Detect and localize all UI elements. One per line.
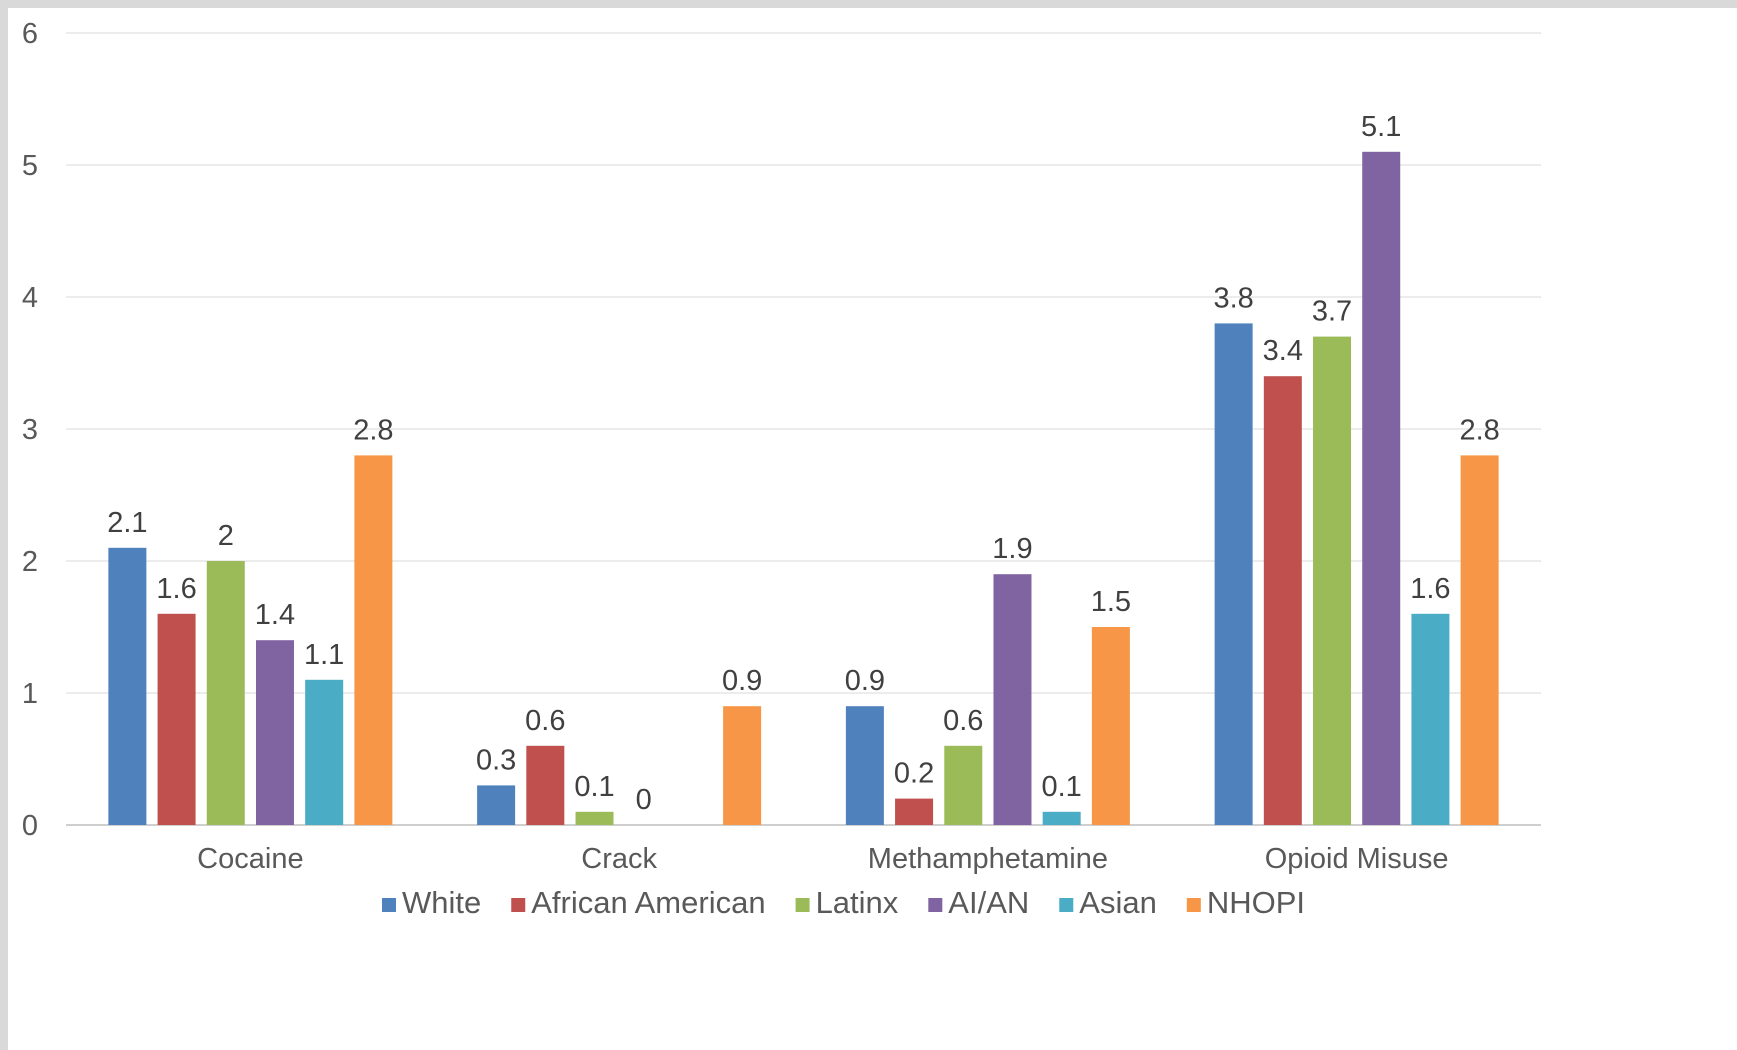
y-tick-label: 3 bbox=[22, 414, 38, 446]
legend-swatch bbox=[928, 898, 943, 912]
data-label: 0 bbox=[636, 784, 652, 816]
data-label: 0.1 bbox=[574, 771, 614, 803]
legend-item: Asian bbox=[1059, 885, 1157, 920]
data-label: 1.5 bbox=[1091, 586, 1131, 618]
data-label: 2.8 bbox=[353, 414, 393, 446]
data-labels: 2.1 1.6 2 1.4 1.1 2.8 0.3 0.6 0.1 0 0.9 0.9 0.2 0.6 1.… bbox=[107, 111, 1500, 816]
legend-item: AI/AN bbox=[928, 885, 1029, 920]
data-label: 2.8 bbox=[1459, 414, 1499, 446]
bar bbox=[723, 706, 762, 825]
x-axis-categories: Cocaine Crack Methamphetamine Opioid Misuse bbox=[197, 843, 1448, 875]
category-label: Crack bbox=[581, 843, 657, 875]
bar bbox=[895, 798, 934, 825]
legend-swatch bbox=[1186, 898, 1201, 912]
bar bbox=[1091, 627, 1130, 825]
legend-label: NHOPI bbox=[1207, 885, 1305, 920]
y-tick-label: 5 bbox=[22, 150, 38, 182]
legend-item: African American bbox=[511, 885, 766, 920]
y-tick-label: 2 bbox=[22, 546, 38, 578]
data-label: 0.3 bbox=[476, 744, 516, 776]
data-label: 0.6 bbox=[943, 705, 983, 737]
bar bbox=[255, 640, 294, 825]
data-label: 3.7 bbox=[1312, 296, 1352, 328]
bar-chart: 0 1 2 3 4 5 6 2.1 1.6 2 1.4 1.1 2.8 0.3 0.6 0.1 0 0.9 0.9… bbox=[22, 18, 1541, 920]
legend-label: African American bbox=[531, 885, 765, 920]
y-tick-label: 6 bbox=[22, 18, 38, 50]
data-label: 1.9 bbox=[992, 533, 1032, 565]
bar bbox=[993, 574, 1032, 825]
legend-item: White bbox=[381, 885, 481, 920]
data-label: 3.4 bbox=[1263, 335, 1303, 367]
y-tick-label: 4 bbox=[22, 282, 38, 314]
bar bbox=[1042, 811, 1081, 825]
data-label: 2 bbox=[218, 520, 234, 552]
bar bbox=[1263, 376, 1302, 825]
y-axis-ticks: 0 1 2 3 4 5 6 bbox=[22, 18, 38, 842]
data-label: 0.2 bbox=[894, 758, 934, 790]
bar bbox=[526, 745, 565, 825]
legend-swatch bbox=[1059, 898, 1074, 912]
data-label: 0.9 bbox=[722, 665, 762, 697]
legend-label: AI/AN bbox=[948, 885, 1029, 920]
category-label: Opioid Misuse bbox=[1265, 843, 1449, 875]
bar bbox=[944, 745, 983, 825]
bar bbox=[108, 547, 147, 825]
y-tick-label: 1 bbox=[22, 678, 38, 710]
bars bbox=[108, 151, 1499, 826]
legend-item: NHOPI bbox=[1186, 885, 1305, 920]
bar bbox=[305, 679, 344, 825]
bar bbox=[575, 811, 614, 825]
bar bbox=[1313, 336, 1352, 825]
data-label: 1.1 bbox=[304, 639, 344, 671]
bar bbox=[1362, 151, 1401, 826]
legend-swatch bbox=[511, 898, 526, 912]
category-label: Methamphetamine bbox=[868, 843, 1108, 875]
bar bbox=[206, 561, 245, 825]
legend-swatch bbox=[795, 898, 810, 912]
data-label: 0.1 bbox=[1042, 771, 1082, 803]
legend-swatch bbox=[381, 898, 396, 912]
bar bbox=[354, 455, 393, 825]
legend-label: Latinx bbox=[816, 885, 899, 920]
data-label: 5.1 bbox=[1361, 111, 1401, 143]
bar bbox=[1460, 455, 1499, 825]
data-label: 0.9 bbox=[845, 665, 885, 697]
data-label: 1.4 bbox=[255, 599, 295, 631]
chart-frame: 0 1 2 3 4 5 6 2.1 1.6 2 1.4 1.1 2.8 0.3 0.6 0.1 0 0.9 0.9… bbox=[8, 8, 1737, 1050]
bar bbox=[1214, 323, 1253, 825]
bar bbox=[1411, 613, 1450, 825]
bar bbox=[845, 706, 884, 825]
category-label: Cocaine bbox=[197, 843, 303, 875]
legend-label: Asian bbox=[1079, 885, 1157, 920]
bar bbox=[477, 785, 516, 825]
data-label: 1.6 bbox=[156, 573, 196, 605]
y-tick-label: 0 bbox=[22, 810, 38, 842]
data-label: 2.1 bbox=[107, 507, 147, 539]
data-label: 1.6 bbox=[1410, 573, 1450, 605]
legend-item: Latinx bbox=[795, 885, 899, 920]
legend-label: White bbox=[402, 885, 481, 920]
data-label: 0.6 bbox=[525, 705, 565, 737]
data-label: 3.8 bbox=[1213, 282, 1253, 314]
bar bbox=[157, 613, 196, 825]
legend: White African American Latinx AI/AN Asian NHO… bbox=[381, 885, 1305, 920]
